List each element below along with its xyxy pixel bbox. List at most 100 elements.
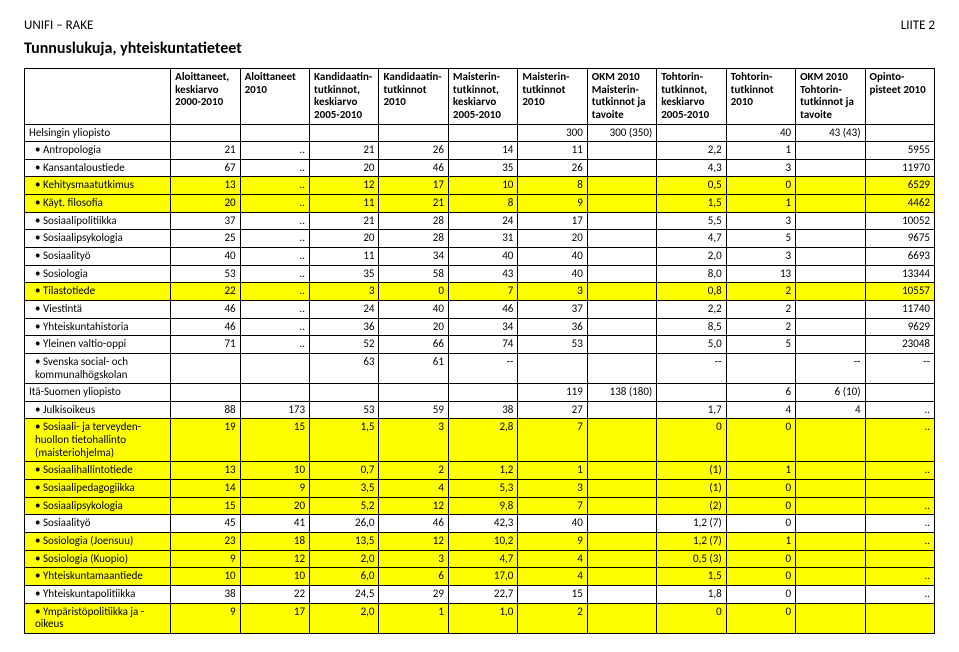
cell: 20 <box>518 230 587 248</box>
cell: 20 <box>171 195 240 213</box>
cell: 2,0 <box>657 248 726 266</box>
cell: .. <box>865 585 934 603</box>
table-row: Kansantaloustiede67..204635264,3311970 <box>25 159 935 177</box>
cell: .. <box>240 195 309 213</box>
cell: 10 <box>171 568 240 586</box>
cell: .. <box>240 265 309 283</box>
cell: 35 <box>448 159 517 177</box>
cell: 10 <box>448 177 517 195</box>
cell <box>587 248 656 266</box>
table-row: Käyt. filosofia20..1121891,514462 <box>25 195 935 213</box>
cell: 5,5 <box>657 212 726 230</box>
cell: 7 <box>448 283 517 301</box>
data-table: Aloittaneet, keskiarvo 2000-2010Aloittan… <box>24 68 935 634</box>
cell: 11 <box>310 248 379 266</box>
cell <box>865 384 934 402</box>
cell: 40 <box>518 515 587 533</box>
cell: 9675 <box>865 230 934 248</box>
cell: 4,7 <box>657 230 726 248</box>
cell: 42,3 <box>448 515 517 533</box>
cell <box>796 462 865 480</box>
table-row: Antropologia21..212614112,215955 <box>25 142 935 160</box>
row-label: Svenska social- och kommunalhögskolan <box>25 353 171 383</box>
doc-title: Tunnuslukuja, yhteiskuntatieteet <box>24 39 935 58</box>
cell <box>587 401 656 419</box>
doc-header-left: UNIFI – RAKE <box>24 18 93 33</box>
cell: 1,5 <box>657 568 726 586</box>
cell <box>587 230 656 248</box>
cell: 5955 <box>865 142 934 160</box>
cell: 17 <box>518 212 587 230</box>
cell: 24 <box>310 300 379 318</box>
cell: 88 <box>171 401 240 419</box>
row-label: Itä-Suomen yliopisto <box>25 384 171 402</box>
cell: .. <box>240 230 309 248</box>
cell: 4,7 <box>448 550 517 568</box>
cell: 1 <box>379 603 448 633</box>
cell: 22 <box>240 585 309 603</box>
cell <box>518 353 587 383</box>
row-label: Viestintä <box>25 300 171 318</box>
table-row: Yleinen valtio-oppi71..526674535,0523048 <box>25 336 935 354</box>
cell: 40 <box>518 265 587 283</box>
doc-header-right: LIITE 2 <box>901 18 935 33</box>
cell: 26,0 <box>310 515 379 533</box>
cell: -- <box>448 353 517 383</box>
cell: 2 <box>726 318 795 336</box>
column-header: Maisterin-tutkinnot 2010 <box>518 69 587 125</box>
cell <box>796 159 865 177</box>
cell <box>796 283 865 301</box>
cell <box>587 212 656 230</box>
cell: .. <box>240 300 309 318</box>
row-label: Yhteiskuntapolitiikka <box>25 585 171 603</box>
column-header: Tohtorin-tutkinnot 2010 <box>726 69 795 125</box>
cell: 3 <box>379 550 448 568</box>
cell <box>865 550 934 568</box>
cell: 21 <box>310 142 379 160</box>
cell: 21 <box>310 212 379 230</box>
cell: 5,0 <box>657 336 726 354</box>
cell <box>240 124 309 142</box>
cell: -- <box>796 353 865 383</box>
cell: 0 <box>379 283 448 301</box>
column-header: Kandidaatin-tutkinnot, keskiarvo 2005-20… <box>310 69 379 125</box>
cell: 28 <box>379 230 448 248</box>
cell <box>587 480 656 498</box>
cell: 12 <box>379 532 448 550</box>
cell: 46 <box>171 300 240 318</box>
table-head: Aloittaneet, keskiarvo 2000-2010Aloittan… <box>25 69 935 125</box>
cell: 2 <box>726 300 795 318</box>
cell <box>587 568 656 586</box>
cell: 40 <box>379 300 448 318</box>
cell: 20 <box>379 318 448 336</box>
cell: 1 <box>726 195 795 213</box>
row-label: Yhteiskuntamaantiede <box>25 568 171 586</box>
cell <box>587 353 656 383</box>
cell: 8 <box>518 177 587 195</box>
cell: 3 <box>518 480 587 498</box>
cell <box>796 550 865 568</box>
cell: .. <box>865 497 934 515</box>
table-row: Tilastotiede22..30730,8210557 <box>25 283 935 301</box>
cell <box>796 230 865 248</box>
column-header: Aloittaneet, keskiarvo 2000-2010 <box>171 69 240 125</box>
cell: 46 <box>448 300 517 318</box>
cell: 14 <box>448 142 517 160</box>
cell: 6,0 <box>310 568 379 586</box>
table-row: Yhteiskuntamaantiede10106,0617,041,50.. <box>25 568 935 586</box>
table-row: Sosiaalipolitiikka37..212824175,5310052 <box>25 212 935 230</box>
cell: 0,5 (3) <box>657 550 726 568</box>
cell: 1 <box>726 462 795 480</box>
cell: 7 <box>518 497 587 515</box>
row-label: Tilastotiede <box>25 283 171 301</box>
cell: 4 <box>518 550 587 568</box>
table-row: Yhteiskuntahistoria46..362034368,529629 <box>25 318 935 336</box>
cell: 40 <box>726 124 795 142</box>
row-label: Sosiaalipolitiikka <box>25 212 171 230</box>
cell <box>796 419 865 462</box>
column-header: Tohtorin-tutkinnot, keskiarvo 2005-2010 <box>657 69 726 125</box>
cell: 34 <box>448 318 517 336</box>
cell: 2 <box>726 283 795 301</box>
column-header: OKM 2010 Tohtorin-tutkinnot ja tavoite <box>796 69 865 125</box>
cell: 10052 <box>865 212 934 230</box>
